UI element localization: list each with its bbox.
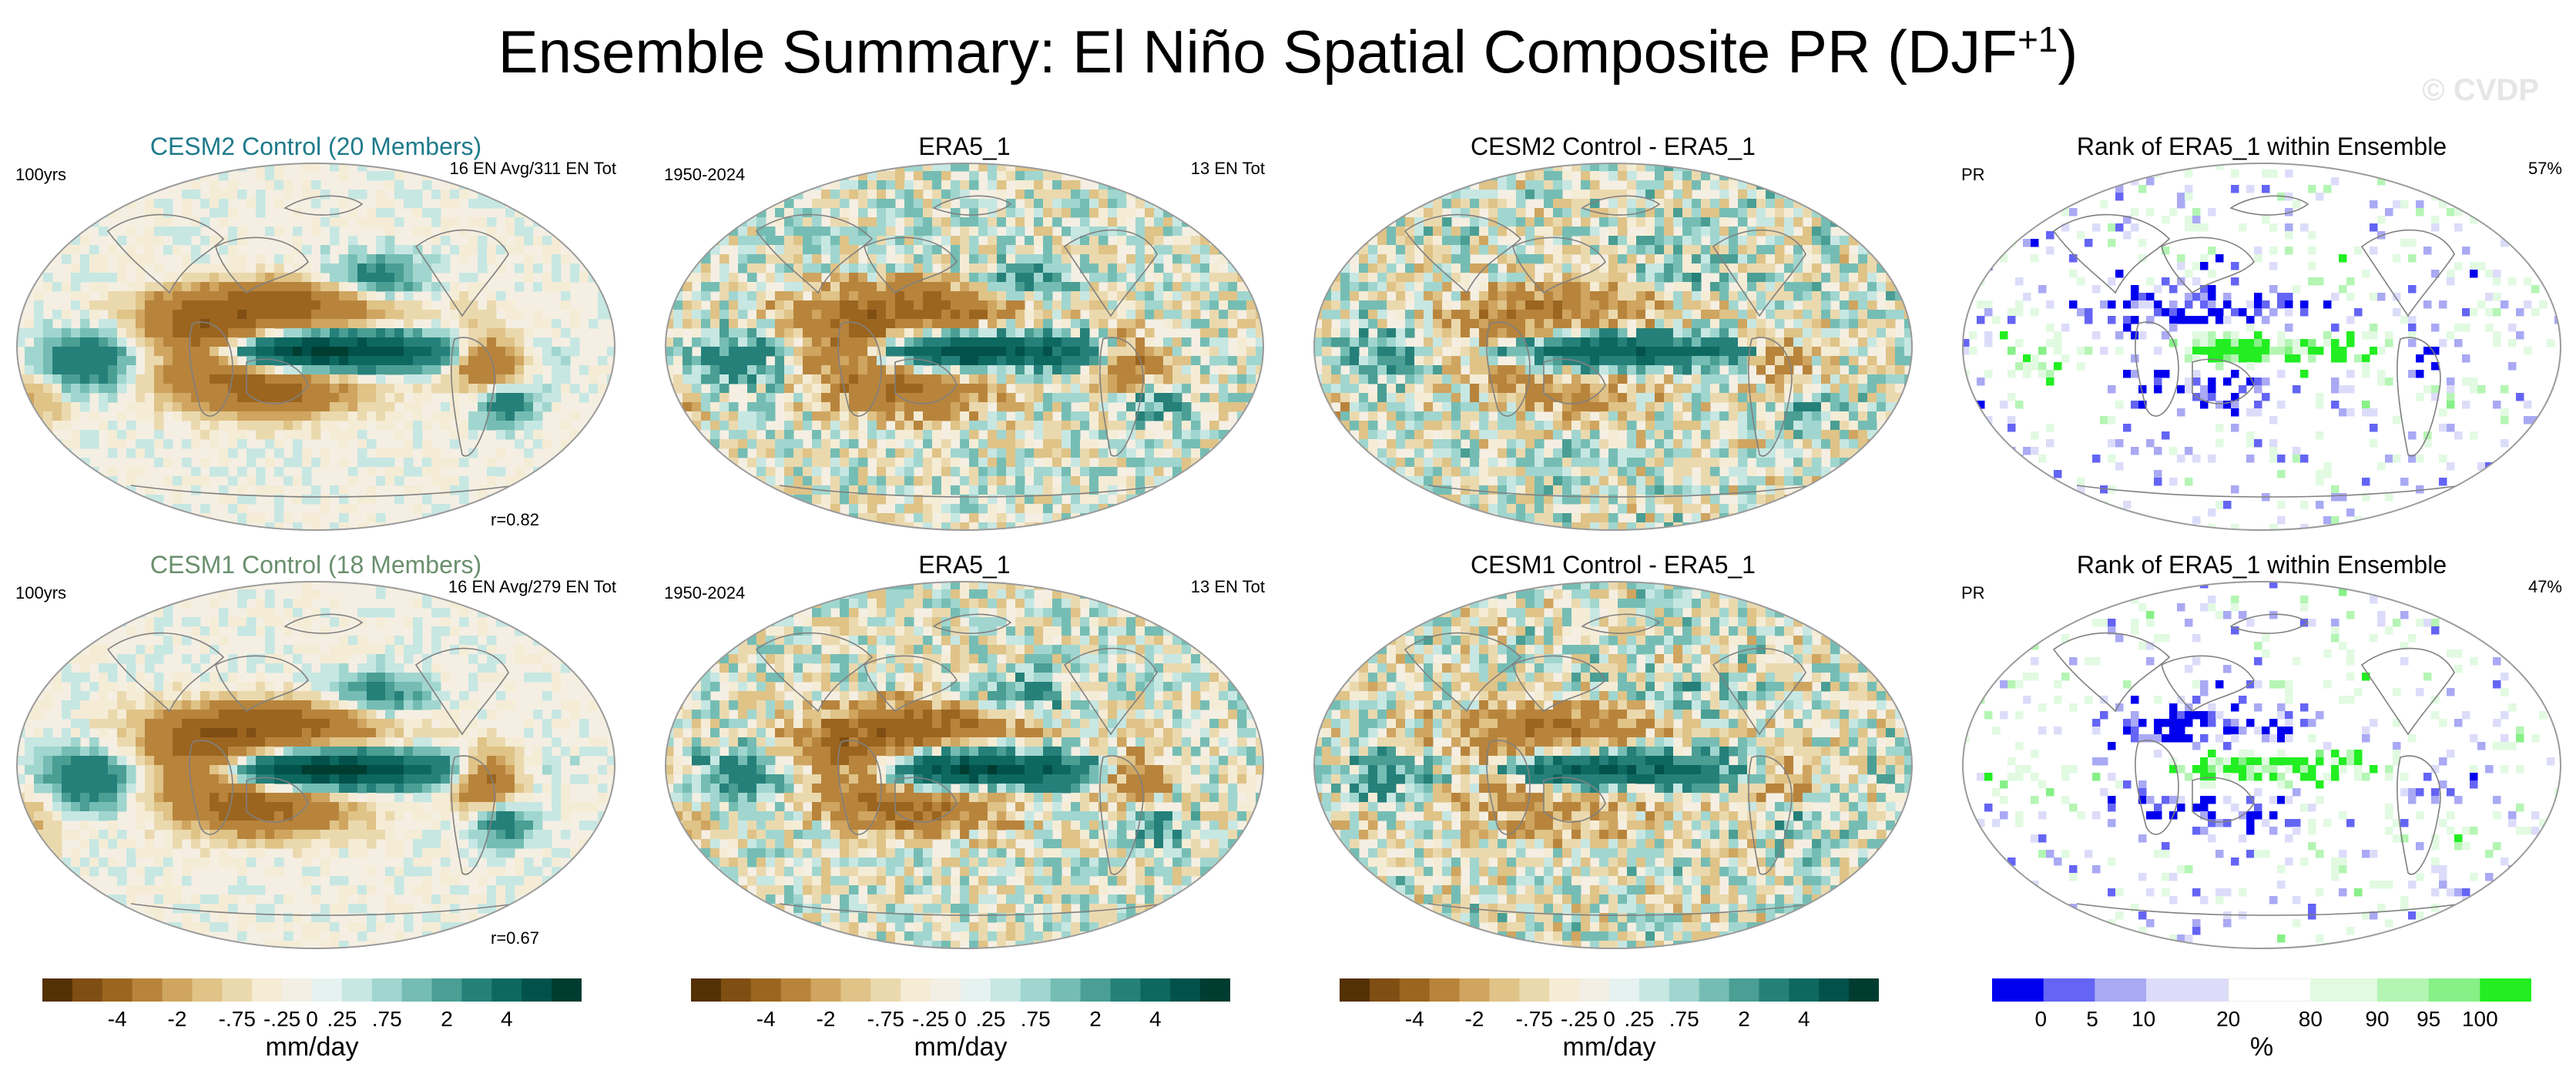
panel-right-label: 57%: [2527, 159, 2562, 178]
colorbar-tick-label: -.75: [867, 1007, 904, 1031]
colorbar-tick-label: 5: [2086, 1007, 2098, 1031]
colorbar-tick-label: .25: [1624, 1007, 1655, 1031]
panel-left-label: PR: [1961, 165, 1985, 184]
panel-left-label: 1950-2024: [664, 583, 746, 602]
panel-left-label: 1950-2024: [664, 165, 746, 184]
colorbar-tick-label: 80: [2298, 1007, 2323, 1031]
panel-title: CESM2 Control - ERA5_1: [1471, 133, 1756, 160]
panel-left-label: 100yrs: [15, 583, 67, 602]
colorbar-tick-label: 2: [1089, 1007, 1102, 1031]
panel-right-label: 47%: [2527, 577, 2562, 596]
map-field: [17, 582, 615, 948]
obs-map: [665, 163, 1264, 531]
colorbar-tick-label: -2: [167, 1007, 187, 1031]
colorbar-4: [1992, 978, 2531, 1002]
panel-title: CESM1 Control (18 Members): [149, 551, 482, 579]
colorbar-tick-label: 0: [1603, 1007, 1615, 1031]
colorbar-tick-label: 90: [2365, 1007, 2390, 1031]
colorbar-tick-label: 4: [1797, 1007, 1810, 1031]
panel-title: CESM1 Control - ERA5_1: [1471, 551, 1756, 579]
colorbar-1: [42, 978, 582, 1002]
panel-title: Rank of ERA5_1 within Ensemble: [2076, 133, 2447, 160]
colorbar-tick-label: 0: [2034, 1007, 2048, 1031]
colorbar-tick-label: 95: [2417, 1007, 2441, 1031]
colorbar-tick-label: 4: [1149, 1007, 1162, 1031]
colorbar-tick-label: 100: [2461, 1007, 2498, 1031]
panel-title: Rank of ERA5_1 within Ensemble: [2076, 551, 2447, 579]
colorbar-tick-label: -4: [1404, 1007, 1424, 1031]
panel-title: ERA5_1: [918, 133, 1011, 160]
colorbar-tick-label: 2: [441, 1007, 453, 1031]
colorbar-tick-label: -2: [1464, 1007, 1484, 1031]
colorbar-units-label: mm/day: [265, 1032, 359, 1062]
figure-title-text: Ensemble Summary: El Niño Spatial Compos…: [498, 18, 2018, 86]
colorbar-tick-label: .25: [327, 1007, 357, 1031]
colorbar-tick-label: -.25: [1560, 1007, 1598, 1031]
panel-correlation-label: r=0.82: [491, 510, 539, 529]
panel-right-label: 16 EN Avg/311 EN Tot: [449, 159, 616, 178]
panel-left-label: 100yrs: [15, 165, 67, 184]
obs-map: [665, 581, 1264, 949]
model-map: [16, 163, 615, 531]
colorbar-tick-label: -.25: [911, 1007, 950, 1031]
panel-title: CESM2 Control (20 Members): [149, 133, 482, 160]
colorbar-tick-label: .25: [975, 1007, 1006, 1031]
colorbar-tick-label: -4: [107, 1007, 127, 1031]
colorbar-units-label: %: [2249, 1032, 2274, 1062]
panel-title: ERA5_1: [918, 551, 1011, 579]
map-field: [666, 582, 1263, 948]
diff-map: [1313, 581, 1913, 949]
colorbar-tick-label: .75: [1020, 1007, 1051, 1031]
panel-right-label: 13 EN Tot: [1190, 577, 1265, 596]
colorbar-tick-label: 0: [306, 1007, 318, 1031]
colorbar-tick-label: -.75: [1515, 1007, 1553, 1031]
panel-right-label: 16 EN Avg/279 EN Tot: [448, 577, 616, 596]
colorbar-units-label: mm/day: [914, 1032, 1008, 1062]
figure-title-superscript: +1: [2017, 19, 2058, 59]
colorbar-tick-label: -.25: [263, 1007, 301, 1031]
panel-left-label: PR: [1961, 583, 1985, 602]
panel-correlation-label: r=0.67: [491, 928, 539, 948]
colorbar-tick-label: -4: [756, 1007, 776, 1031]
colorbar-tick-label: .75: [371, 1007, 402, 1031]
colorbar-tick-label: .75: [1669, 1007, 1699, 1031]
rank-map: [1962, 163, 2561, 531]
cvdp-watermark: © CVDP: [2422, 73, 2539, 107]
figure-title-close: ): [2058, 18, 2078, 86]
colorbar-tick-label: 0: [954, 1007, 967, 1031]
colorbar-tick-label: 10: [2132, 1007, 2156, 1031]
colorbar-tick-label: 2: [1738, 1007, 1750, 1031]
diff-map: [1313, 163, 1913, 531]
model-map: [16, 581, 615, 949]
figure-title: Ensemble Summary: El Niño Spatial Compos…: [0, 17, 2576, 87]
rank-map: [1962, 581, 2561, 949]
colorbar-tick-label: -2: [816, 1007, 836, 1031]
panel-right-label: 13 EN Tot: [1190, 159, 1265, 178]
colorbar-tick-label: -.75: [218, 1007, 256, 1031]
colorbar-tick-label: 4: [500, 1007, 513, 1031]
colorbar-3: [1340, 978, 1879, 1002]
colorbar-tick-label: 20: [2216, 1007, 2241, 1031]
colorbar-units-label: mm/day: [1562, 1032, 1656, 1062]
colorbar-2: [691, 978, 1230, 1002]
